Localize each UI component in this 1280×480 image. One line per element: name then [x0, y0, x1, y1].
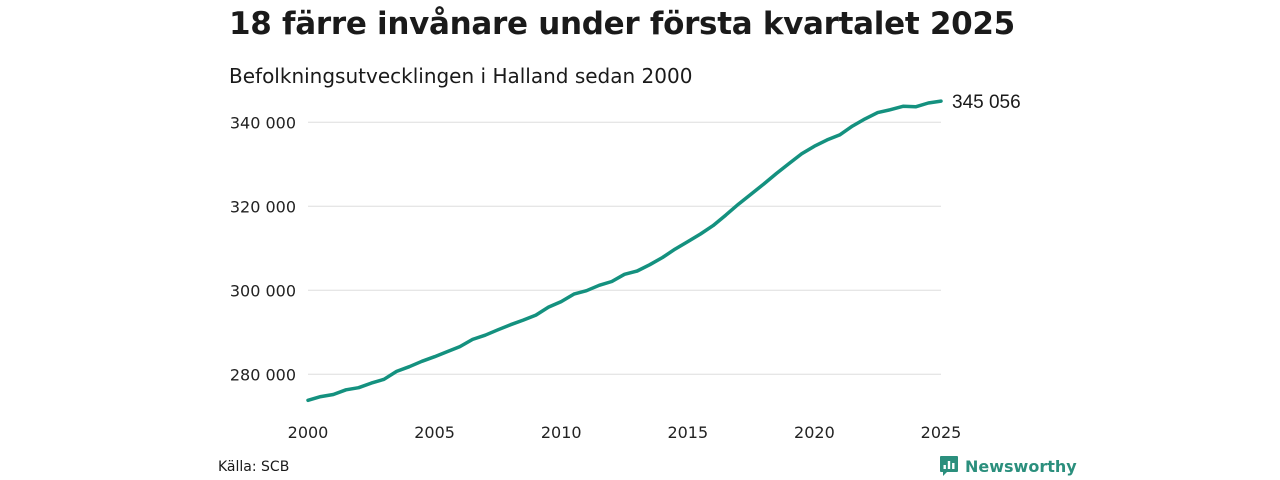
y-tick-label: 300 000: [230, 281, 296, 300]
series-group: [306, 99, 943, 403]
x-tick-label: 2025: [921, 423, 962, 442]
x-tick-label: 2015: [667, 423, 708, 442]
brand-name: Newsworthy: [965, 456, 1077, 476]
chart-title: 18 färre invånare under första kvartalet…: [229, 6, 1015, 42]
end-value-label: 345 056: [952, 92, 1021, 113]
gridlines: [308, 121, 941, 375]
x-tick-label: 2010: [541, 423, 582, 442]
y-tick-label: 280 000: [230, 365, 296, 384]
series-line: [306, 99, 943, 403]
end-labels: 345 056: [952, 92, 1021, 113]
x-tick-label: 2005: [414, 423, 455, 442]
y-tick-label: 320 000: [230, 197, 296, 216]
y-axis-tick-labels: 280 000 300 000 320 000 340 000: [230, 113, 296, 384]
newsworthy-logo-icon: [940, 456, 958, 476]
line-chart: 280 000 300 000 320 000 340 000 2000 2005 201…: [230, 92, 1021, 442]
x-tick-label: 2000: [288, 423, 329, 442]
y-tick-label: 340 000: [230, 113, 296, 132]
x-axis-tick-labels: 2000 2005 2010 2015 2020 2025: [288, 423, 962, 442]
chart-subtitle: Befolkningsutvecklingen i Halland sedan …: [229, 64, 693, 88]
x-tick-label: 2020: [794, 423, 835, 442]
newsworthy-brand[interactable]: Newsworthy: [939, 455, 1077, 477]
source-note: Källa: SCB: [218, 459, 290, 475]
